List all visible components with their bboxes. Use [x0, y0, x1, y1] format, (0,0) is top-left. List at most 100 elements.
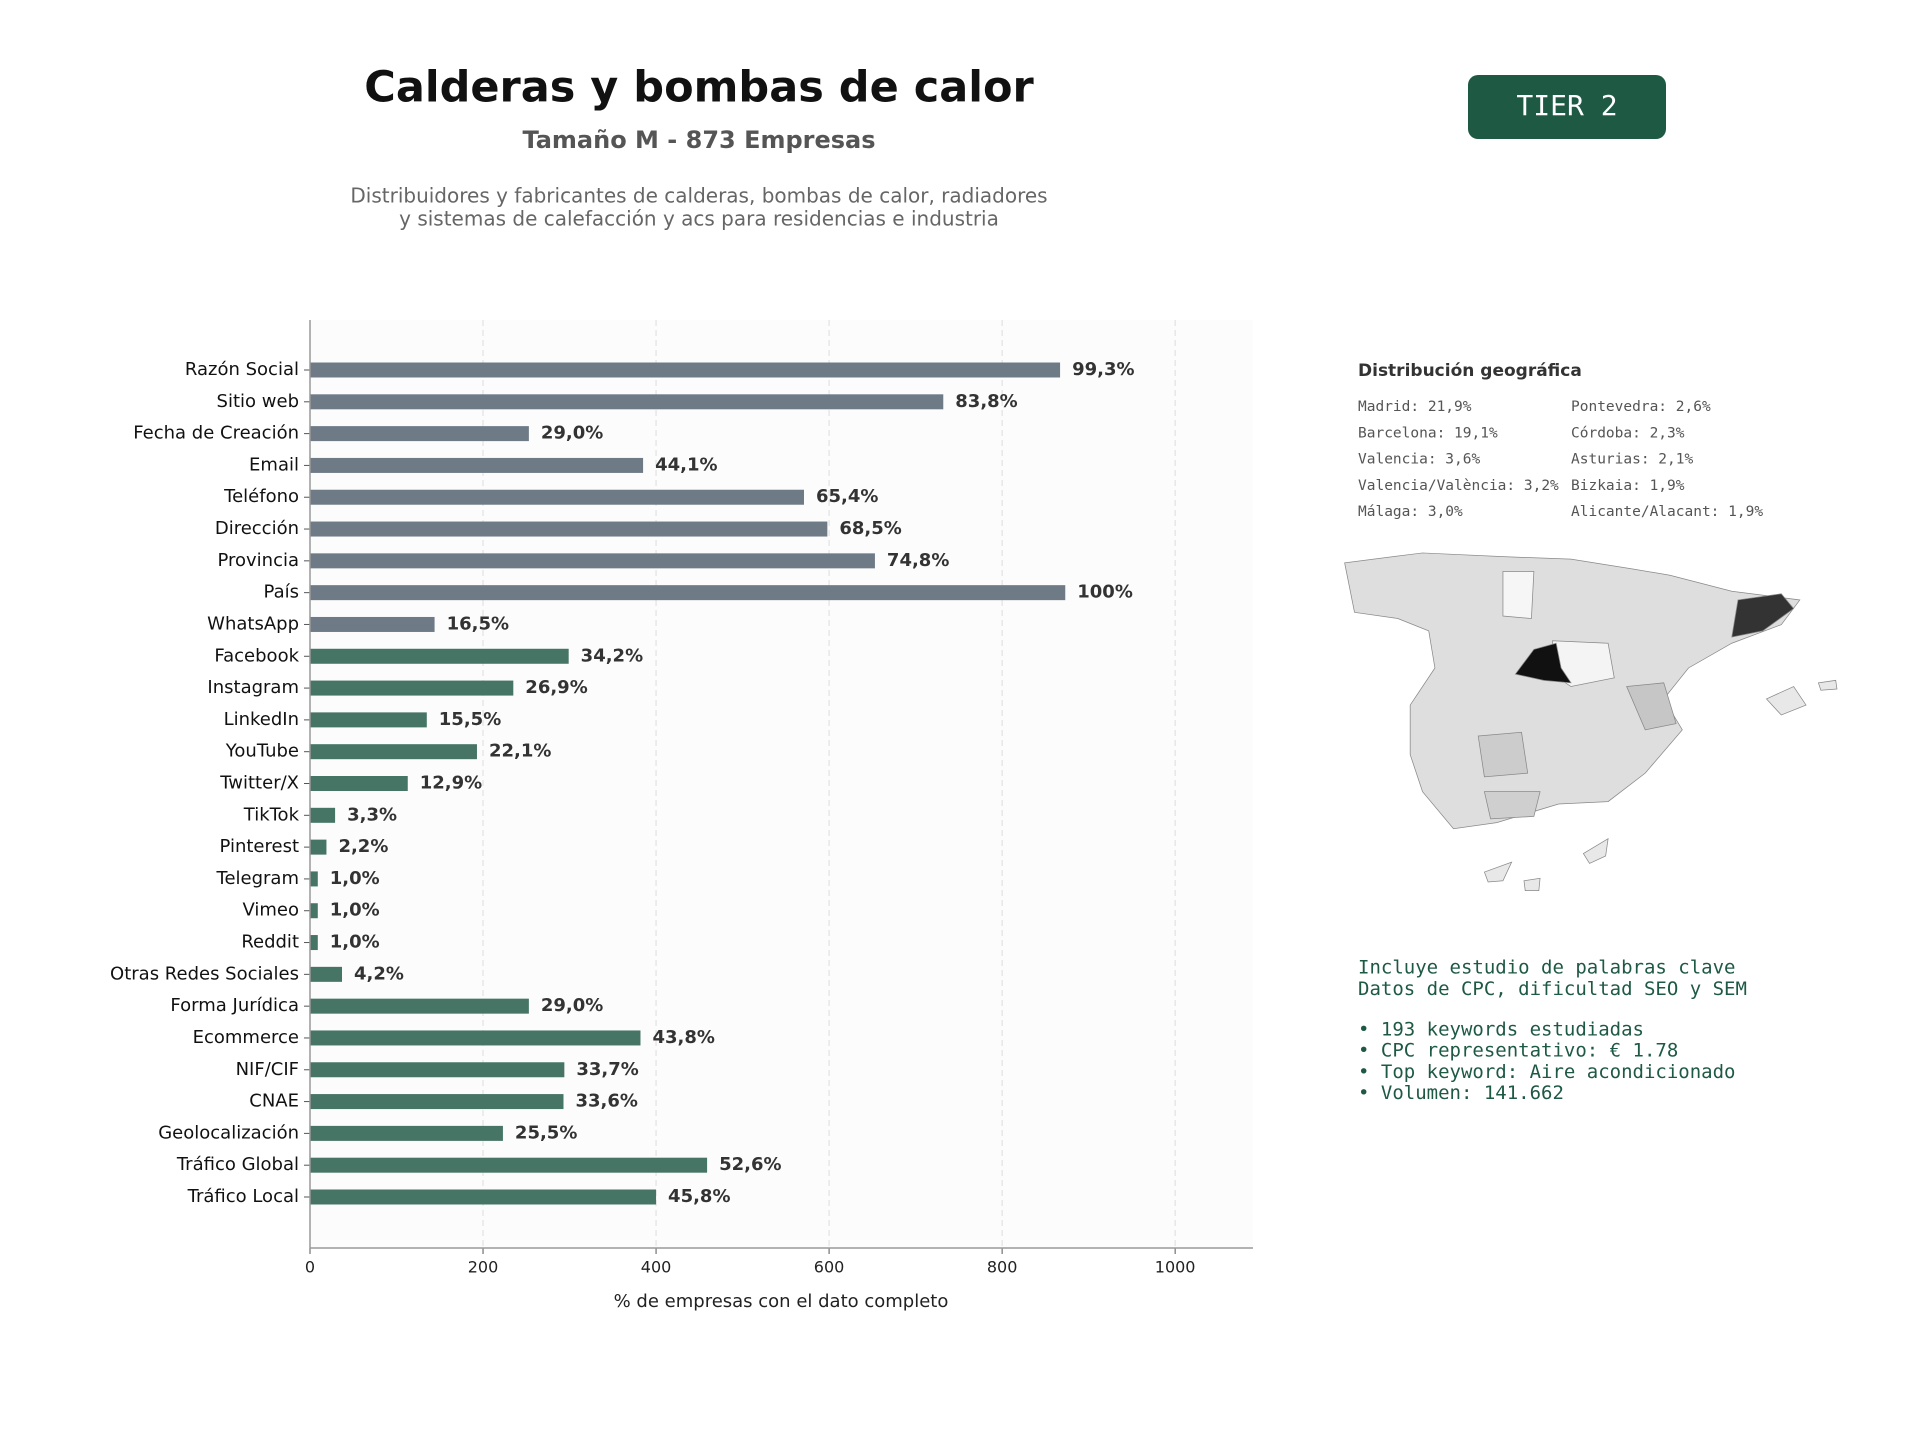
map-baleares	[1817, 679, 1838, 691]
value-label: 4,2%	[354, 963, 404, 984]
x-axis-label: % de empresas con el dato completo	[614, 1291, 949, 1312]
y-tick-label: Twitter/X	[219, 773, 299, 794]
y-tick-label: TikTok	[243, 804, 300, 825]
map-baleares	[1765, 686, 1807, 716]
y-tick-label: Instagram	[207, 677, 299, 698]
bar	[310, 1157, 708, 1173]
bar	[310, 966, 343, 982]
y-tick-label: Razón Social	[185, 359, 299, 380]
geo-item: Bizkaia: 1,9%	[1571, 478, 1685, 494]
geo-list: Madrid: 21,9% Barcelona: 19,1% Valencia: 3…	[1358, 399, 1763, 520]
bar	[310, 680, 514, 696]
bar	[310, 712, 427, 728]
map-region	[1477, 731, 1529, 778]
value-label: 44,1%	[655, 454, 717, 475]
map-barcelona	[1731, 593, 1795, 638]
x-tick-label: 600	[814, 1258, 845, 1277]
keyword-bullet: • Volumen: 141.662	[1358, 1082, 1564, 1104]
bar	[310, 489, 804, 505]
bar	[310, 426, 529, 442]
description: y sistemas de calefacción y acs para res…	[399, 207, 999, 231]
geo-item: Madrid: 21,9%	[1358, 399, 1472, 415]
y-tick-label: Tráfico Global	[176, 1154, 299, 1175]
geo-item: Córdoba: 2,3%	[1571, 425, 1685, 441]
geo-title: Distribución geográfica	[1358, 361, 1582, 381]
geo-item: Málaga: 3,0%	[1358, 504, 1463, 520]
value-label: 1,0%	[330, 932, 380, 953]
bar	[310, 1094, 564, 1110]
map-region	[1626, 682, 1677, 731]
value-label: 1,0%	[330, 868, 380, 889]
value-label: 15,5%	[439, 709, 501, 730]
map-region	[1502, 571, 1535, 619]
y-tick-label: Email	[249, 454, 299, 475]
value-label: 43,8%	[652, 1027, 714, 1048]
badge	[1468, 75, 1666, 139]
y-tick-label: Teléfono	[223, 486, 299, 507]
bar	[310, 1062, 565, 1078]
bar	[310, 394, 944, 410]
keyword-intro: Datos de CPC, dificultad SEO y SEM	[1358, 978, 1747, 1000]
map-madrid	[1514, 642, 1572, 684]
value-label: 33,7%	[576, 1059, 638, 1080]
badge-text: TIER 2	[1516, 89, 1617, 122]
bar	[310, 1030, 641, 1046]
y-tick-label: WhatsApp	[207, 613, 299, 634]
value-label: 74,8%	[887, 550, 949, 571]
bar	[310, 1189, 657, 1205]
value-label: 1,0%	[330, 900, 380, 921]
map	[1344, 552, 1838, 892]
bar	[310, 744, 477, 760]
x-tick-label: 1000	[1155, 1258, 1196, 1277]
subtitle: Tamaño M - 873 Empresas	[522, 126, 875, 154]
y-tick-label: Facebook	[214, 645, 299, 666]
y-tick-label: LinkedIn	[224, 709, 299, 730]
y-tick-label: Dirección	[215, 518, 299, 539]
bar	[310, 776, 408, 791]
value-label: 34,2%	[581, 645, 643, 666]
value-label: 100%	[1077, 582, 1133, 603]
map-spain	[1344, 552, 1801, 830]
y-tick-label: CNAE	[249, 1091, 299, 1112]
value-label: 22,1%	[489, 741, 551, 762]
y-tick-label: Ecommerce	[193, 1027, 299, 1048]
map-region	[1483, 791, 1541, 820]
value-label: 12,9%	[420, 773, 482, 794]
value-label: 29,0%	[541, 423, 603, 444]
description: Distribuidores y fabricantes de calderas…	[350, 184, 1047, 208]
plot: 0 200 400 600 800 1000 Razón Social 99,3% Sitio …	[110, 320, 1195, 1277]
bar	[310, 648, 569, 664]
bar	[310, 457, 644, 473]
bar	[310, 1125, 503, 1141]
value-label: 99,3%	[1072, 359, 1134, 380]
map-canarias	[1483, 861, 1513, 883]
y-tick-label: NIF/CIF	[236, 1059, 299, 1080]
bar	[310, 935, 318, 951]
bar	[310, 585, 1066, 601]
value-label: 29,0%	[541, 995, 603, 1016]
map-canarias	[1523, 877, 1541, 892]
bar	[310, 807, 336, 823]
y-tick-label: Vimeo	[242, 900, 299, 921]
geo-item: Barcelona: 19,1%	[1358, 425, 1498, 441]
y-tick-label: Sitio web	[217, 391, 299, 412]
y-tick-label: Telegram	[216, 868, 299, 889]
y-tick-label: YouTube	[225, 741, 299, 762]
value-label: 45,8%	[668, 1186, 730, 1207]
x-tick-label: 0	[305, 1258, 315, 1277]
bar	[310, 998, 529, 1014]
value-label: 3,3%	[347, 804, 397, 825]
bar	[310, 553, 875, 569]
x-tick-label: 400	[641, 1258, 672, 1277]
keyword-intro: Incluye estudio de palabras clave	[1358, 957, 1736, 979]
geo-item: Alicante/Alacant: 1,9%	[1571, 504, 1763, 520]
value-label: 33,6%	[575, 1091, 637, 1112]
y-tick-label: Fecha de Creación	[133, 423, 299, 444]
y-tick-label: País	[264, 582, 299, 603]
keyword-bullet: • Top keyword: Aire acondicionado	[1358, 1061, 1736, 1083]
bar	[310, 521, 828, 537]
title: Calderas y bombas de calor	[364, 63, 1034, 113]
